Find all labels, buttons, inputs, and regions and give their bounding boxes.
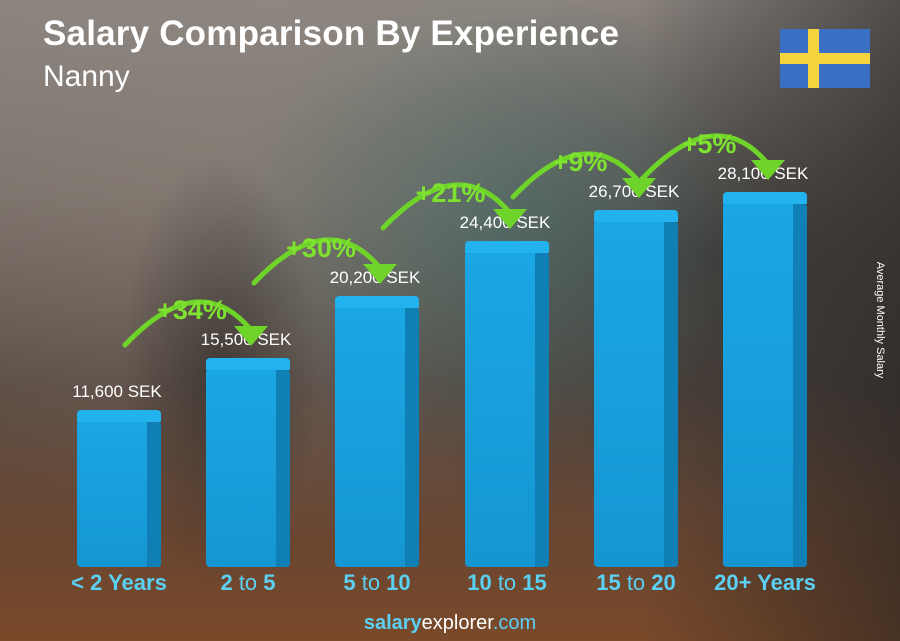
increase-arrow-icon — [380, 182, 527, 231]
increase-arrow-icon — [639, 133, 785, 182]
bar-2 — [335, 296, 419, 567]
change-percent: +30% — [286, 233, 356, 263]
increase-arrow-icon — [122, 299, 268, 348]
y-axis-label: Average Monthly Salary — [874, 261, 886, 379]
change-percent: +9% — [552, 147, 608, 177]
category-label: 5 to 10 — [343, 570, 411, 595]
bar-5 — [723, 192, 807, 567]
bar-3 — [465, 241, 549, 567]
chart-title: Salary Comparison By Experience — [43, 14, 620, 53]
category-label: 20+ Years — [714, 570, 816, 595]
category-label: 2 to 5 — [220, 570, 276, 595]
increase-arrow-icon — [510, 151, 656, 200]
change-percent: +5% — [681, 129, 737, 159]
sweden-flag-icon — [780, 29, 870, 88]
chart-subtitle: Nanny — [43, 60, 130, 93]
bar-4 — [594, 210, 678, 567]
category-label: 10 to 15 — [467, 570, 547, 595]
increase-arrow-icon — [251, 237, 397, 286]
bar-0 — [77, 410, 161, 567]
value-label: 11,600 SEK — [72, 382, 162, 401]
change-percent: +34% — [157, 295, 227, 325]
category-label: < 2 Years — [71, 570, 167, 595]
bar-1 — [206, 358, 290, 567]
category-label: 15 to 20 — [596, 570, 676, 595]
footer-brand: salaryexplorer.com — [363, 612, 537, 634]
change-percent: +21% — [415, 178, 486, 208]
